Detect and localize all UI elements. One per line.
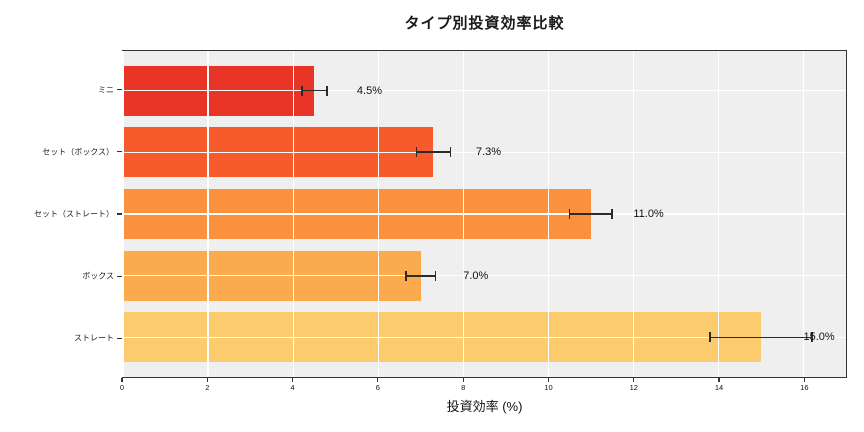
ytick-label-set-box: セット（ボックス）: [42, 147, 114, 157]
errorbar-cap-hi-set-straight: [611, 209, 613, 219]
xtick-mark-2: [206, 378, 208, 382]
ytick-mark-straight: [117, 337, 122, 339]
xtick-mark-0: [121, 378, 123, 382]
errorbar-cap-lo-set-straight: [568, 209, 571, 219]
value-label-set-straight: 11.0%: [633, 208, 664, 220]
errorbar-straight: [709, 336, 812, 339]
gridline-y-set-box: [123, 151, 846, 153]
xtick-mark-10: [547, 378, 550, 382]
ytick-mark-set-box: [117, 151, 122, 153]
gridline-y-set-straight: [123, 213, 846, 215]
chart-title: タイプ別投資効率比較: [404, 15, 565, 32]
errorbar-cap-lo-box: [404, 270, 407, 281]
ytick-mark-box: [117, 275, 122, 277]
errorbar-set-box: [416, 151, 451, 154]
xtick-mark-14: [718, 378, 720, 382]
errorbar-cap-lo-mini: [300, 85, 303, 96]
errorbar-cap-hi-straight: [811, 332, 813, 343]
xtick-label-8: 8: [461, 383, 466, 392]
errorbar-set-straight: [569, 213, 613, 215]
errorbar-mini: [301, 89, 328, 92]
value-label-straight: 15.0%: [803, 331, 835, 344]
errorbars-layer: [123, 51, 846, 377]
errorbar-cap-hi-set-box: [449, 147, 452, 158]
gridline-y-box: [123, 275, 846, 277]
ytick-label-mini: ミニ: [98, 85, 114, 95]
errorbar-cap-hi-mini: [326, 85, 329, 96]
xtick-label-0: 0: [119, 383, 125, 392]
xtick-label-12: 12: [629, 383, 638, 392]
x-axis-label: 投資効率 (%): [446, 399, 523, 414]
ytick-label-straight: ストレート: [74, 333, 114, 343]
xtick-label-14: 14: [714, 383, 724, 392]
errorbar-cap-hi-box: [434, 270, 437, 281]
xtick-mark-6: [377, 378, 379, 382]
xtick-label-2: 2: [205, 383, 210, 392]
gridline-y-mini: [123, 89, 846, 92]
ytick-mark-mini: [117, 89, 122, 91]
xtick-label-10: 10: [544, 383, 553, 392]
value-label-mini: 4.5%: [356, 84, 382, 97]
value-label-set-box: 7.3%: [475, 146, 502, 159]
ytick-mark-set-straight: [117, 213, 122, 215]
xtick-mark-4: [291, 378, 294, 382]
grid-layer: [122, 51, 846, 377]
xtick-mark-8: [462, 378, 464, 382]
ytick-label-box: ボックス: [82, 271, 114, 281]
xtick-label-6: 6: [375, 383, 380, 392]
xtick-mark-16: [803, 378, 805, 382]
xtick-label-4: 4: [290, 383, 295, 392]
xtick-label-16: 16: [800, 383, 809, 392]
errorbar-box: [405, 274, 436, 277]
value-label-box: 7.0%: [463, 269, 489, 282]
errorbar-cap-lo-set-box: [415, 147, 418, 158]
ytick-label-set-straight: セット（ストレート）: [34, 209, 114, 219]
value-labels-layer: 4.5% 7.3% 11.0% 7.0% 15.0%: [123, 51, 846, 377]
xtick-mark-12: [633, 378, 635, 382]
gridline-y-straight: [123, 336, 846, 339]
plot-area: 4.5% 7.3% 11.0% 7.0% 15.0%: [122, 50, 847, 378]
errorbar-cap-lo-straight: [709, 332, 711, 343]
